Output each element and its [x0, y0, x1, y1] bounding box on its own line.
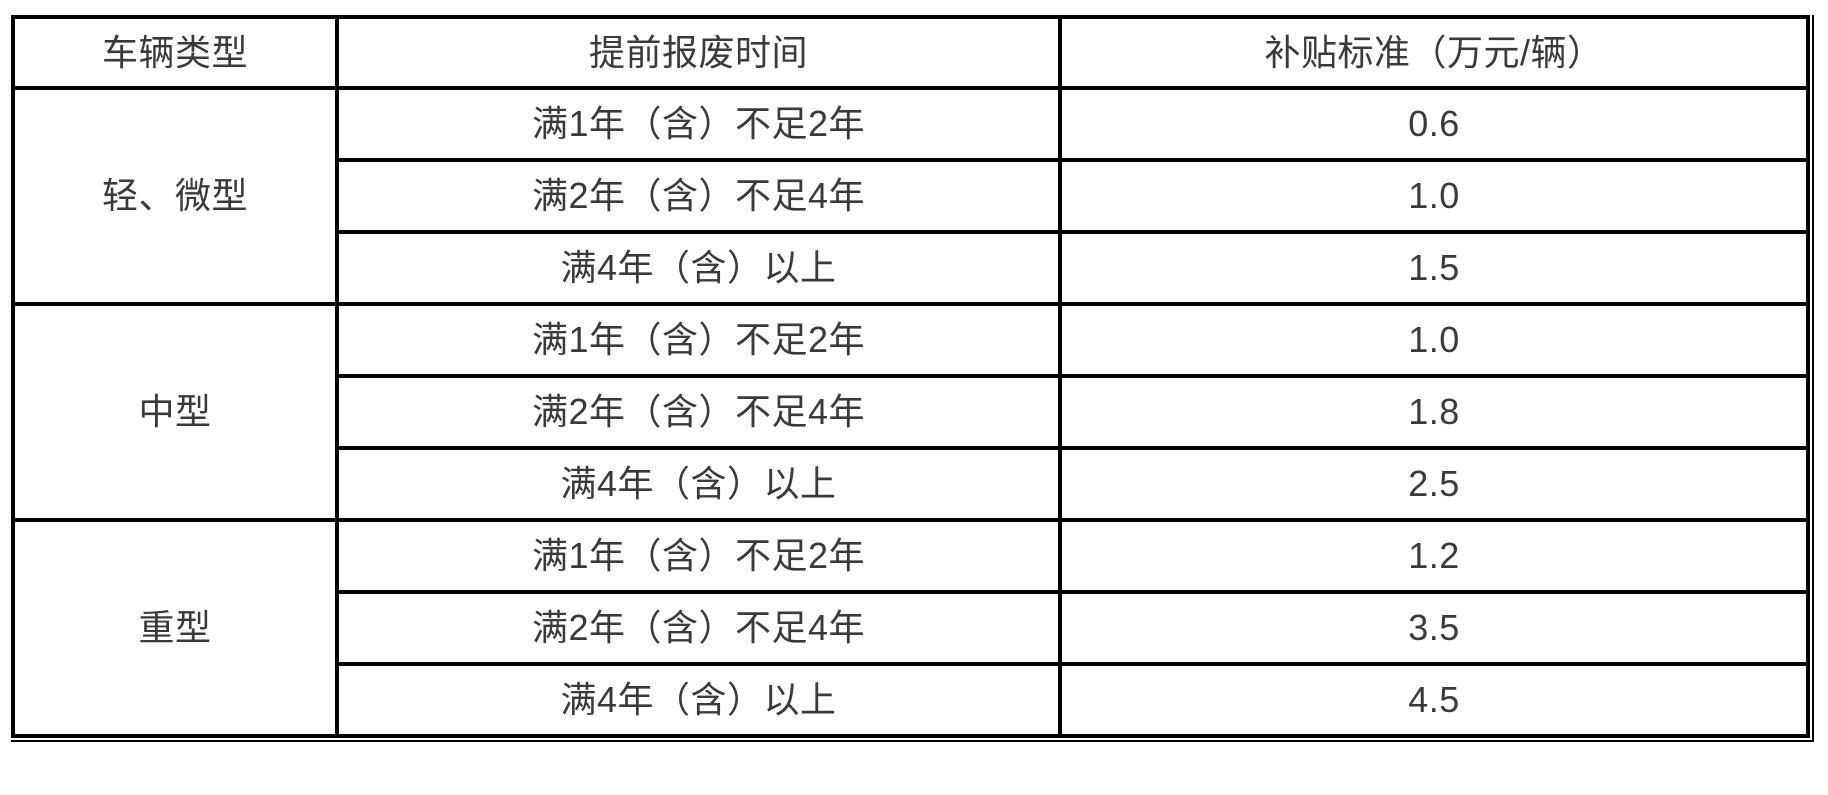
table-row: 满4年（含）以上 1.5 [13, 230, 1810, 306]
table-outer-shadow: 车辆类型 提前报废时间 补贴标准（万元/辆） 轻、微型 满1年（含）不足2年 0… [11, 15, 1814, 742]
scrap-time-cell: 满4年（含）以上 [335, 230, 1062, 306]
table-row: 重型 满1年（含）不足2年 1.2 [11, 518, 1810, 738]
scrap-time-cell: 满1年（含）不足2年 [335, 86, 1062, 162]
col-header-vehicle-type: 车辆类型 [11, 15, 339, 90]
subsidy-value-cell: 3.5 [1058, 590, 1810, 666]
scrap-time-cell: 满1年（含）不足2年 [335, 518, 1062, 594]
table-row: 满2年（含）不足4年 3.5 [13, 590, 1810, 666]
scrap-time-cell: 满2年（含）不足4年 [335, 158, 1062, 234]
scrap-time-cell: 满4年（含）以上 [335, 662, 1062, 738]
table-row: 满2年（含）不足4年 1.0 [13, 158, 1810, 234]
header-row: 车辆类型 提前报废时间 补贴标准（万元/辆） [11, 15, 1810, 90]
subsidy-value-cell: 4.5 [1058, 662, 1810, 738]
scrap-time-cell: 满2年（含）不足4年 [335, 590, 1062, 666]
table-row: 满2年（含）不足4年 1.8 [13, 374, 1810, 450]
col-header-subsidy-standard: 补贴标准（万元/辆） [1058, 15, 1810, 90]
subsidy-value-cell: 2.5 [1058, 446, 1810, 522]
subsidy-value-cell: 1.5 [1058, 230, 1810, 306]
table-row: 轻、微型 满1年（含）不足2年 0.6 [11, 86, 1810, 306]
subsidy-value-cell: 1.8 [1058, 374, 1810, 450]
table-row: 满4年（含）以上 4.5 [13, 662, 1810, 738]
table-row: 满4年（含）以上 2.5 [13, 446, 1810, 522]
subsidy-value-cell: 0.6 [1058, 86, 1810, 162]
subsidy-value-cell: 1.0 [1058, 302, 1810, 378]
scrap-time-cell: 满1年（含）不足2年 [335, 302, 1062, 378]
subsidy-table: 车辆类型 提前报废时间 补贴标准（万元/辆） 轻、微型 满1年（含）不足2年 0… [11, 15, 1810, 738]
table-row: 中型 满1年（含）不足2年 1.0 [11, 302, 1810, 522]
col-header-scrap-time: 提前报废时间 [335, 15, 1062, 90]
scrap-time-cell: 满4年（含）以上 [335, 446, 1062, 522]
subsidy-value-cell: 1.0 [1058, 158, 1810, 234]
vehicle-type-cell: 轻、微型 [11, 86, 339, 306]
scrap-time-cell: 满2年（含）不足4年 [335, 374, 1062, 450]
subsidy-value-cell: 1.2 [1058, 518, 1810, 594]
vehicle-type-cell: 重型 [11, 518, 339, 738]
vehicle-type-cell: 中型 [11, 302, 339, 522]
